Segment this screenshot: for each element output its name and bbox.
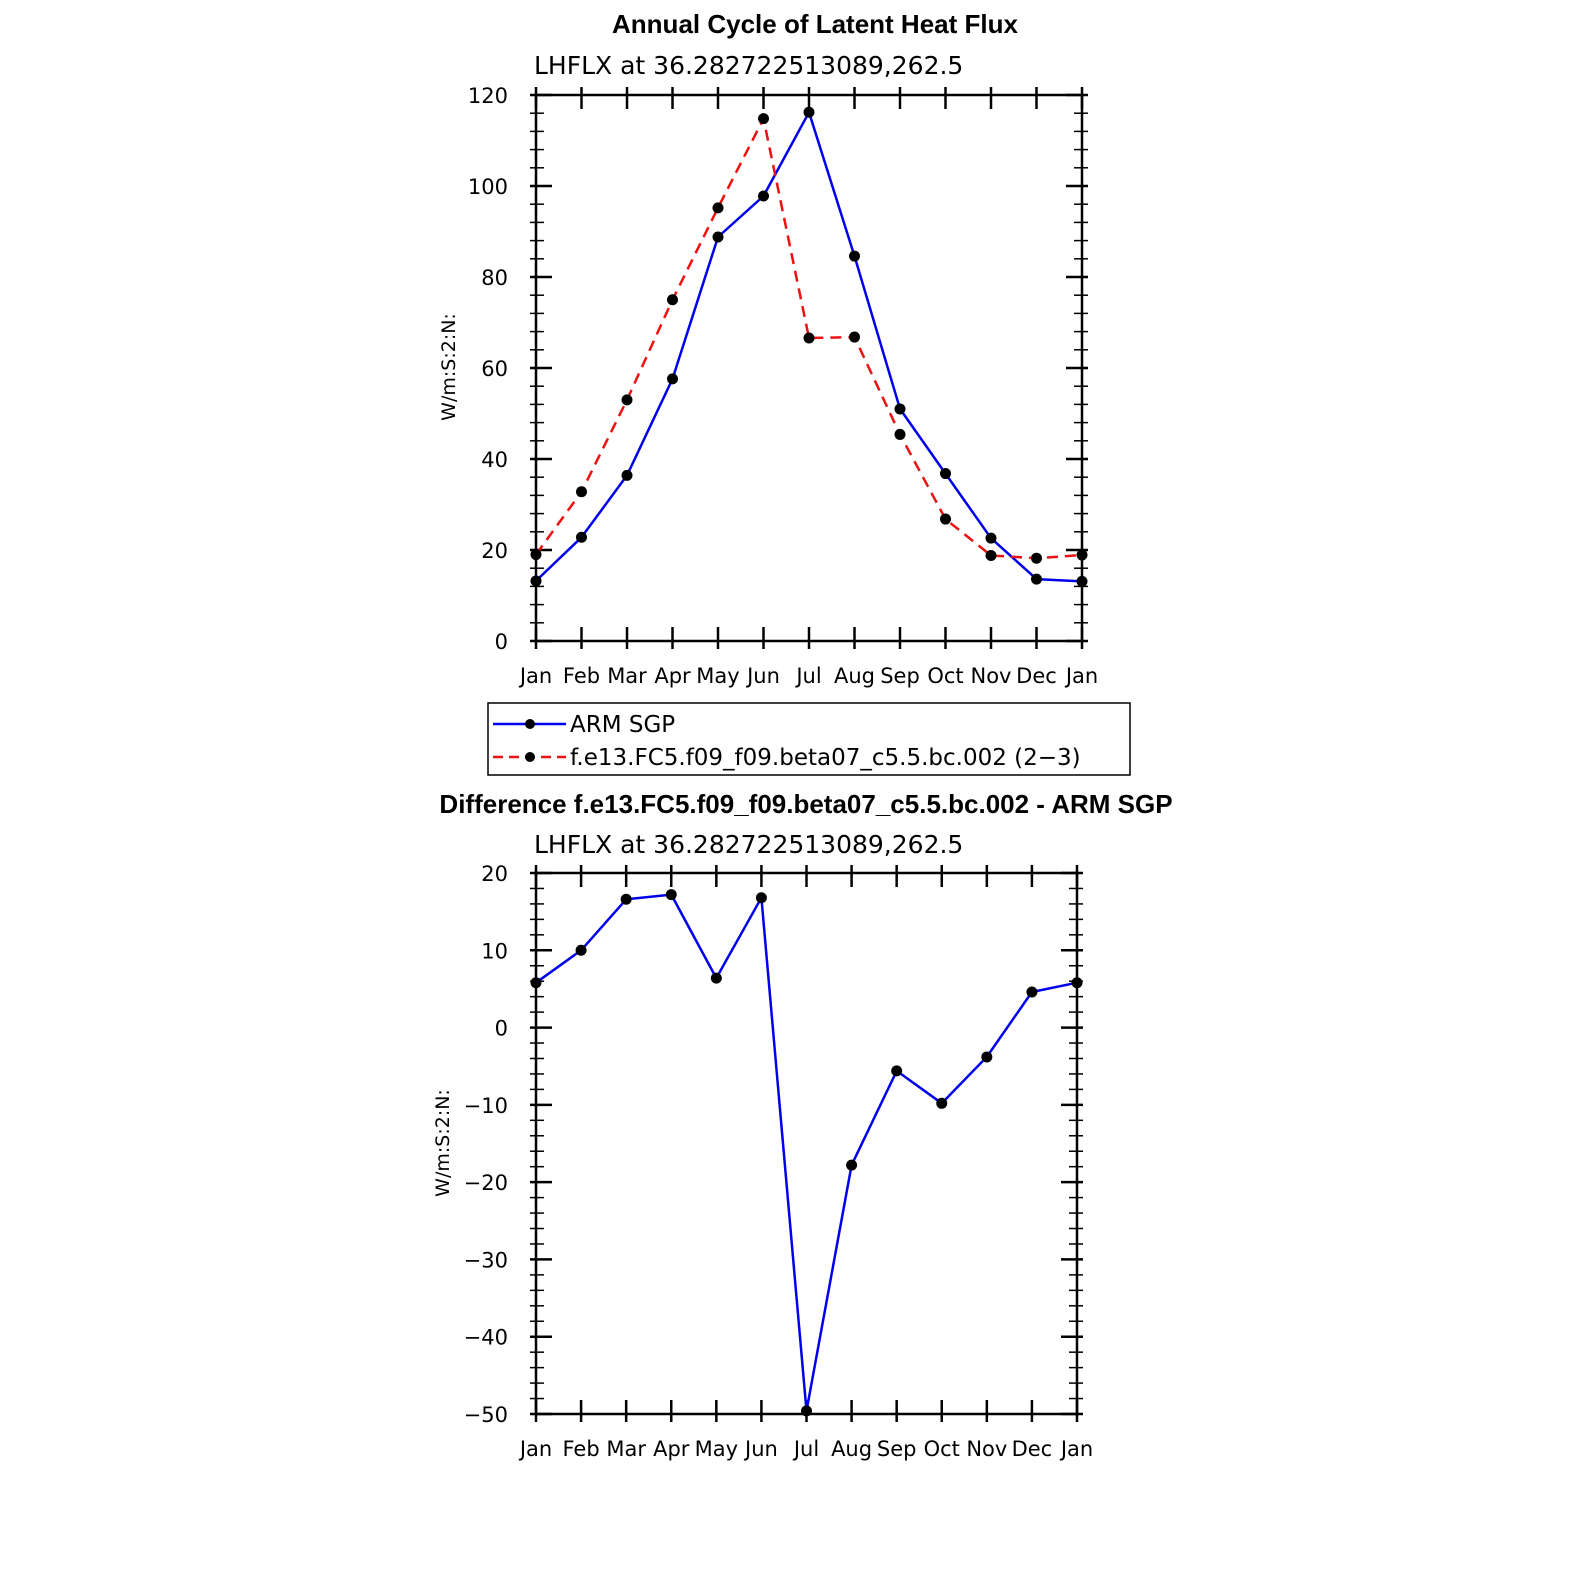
chart1-x-tick-label: Nov <box>971 664 1012 688</box>
chart1-x-tick-label: May <box>696 664 739 688</box>
legend-label-model: f.e13.FC5.f09_f09.beta07_c5.5.bc.002 (2−… <box>570 745 1081 771</box>
chart1-series-0-point <box>940 468 951 480</box>
chart2-x-tick-label: Nov <box>966 1437 1007 1461</box>
chart2-x-tick-label: Jun <box>743 1437 778 1461</box>
chart1-series-1-point <box>894 428 906 440</box>
chart1-series-1-point <box>1031 552 1042 564</box>
chart1-series-0-point <box>712 231 724 243</box>
chart1-y-tick-label: 120 <box>468 84 508 108</box>
chart1-plot: 0 20 40 60 80 100 120 Jan Feb Mar Apr May Jun Jul Aug S… <box>468 84 1098 688</box>
chart2-x-tick-label: Jul <box>792 1437 819 1461</box>
chart2-x-tick-label: Dec <box>1012 1437 1053 1461</box>
chart2-y-tick-label: −50 <box>464 1403 508 1427</box>
legend-marker-arm-sgp <box>525 719 535 729</box>
chart1-series-1-point <box>621 394 633 406</box>
legend-box <box>487 702 1131 776</box>
chart1-series-1-point <box>803 332 815 344</box>
chart1-y-tick-label: 60 <box>481 357 508 381</box>
chart1-title: Annual Cycle of Latent Heat Flux <box>612 9 1018 39</box>
chart1-series-0-point <box>894 403 906 415</box>
chart1-x-tick-label: Jan <box>518 664 552 688</box>
chart2-series-0-point <box>981 1051 993 1063</box>
chart1-series-0-point <box>667 373 678 385</box>
chart1-series-0-point <box>803 106 815 118</box>
chart2-x-tick-label: Apr <box>653 1437 690 1461</box>
chart2-series-0-point <box>530 977 542 989</box>
chart2-y-tick-label: 20 <box>481 862 508 886</box>
chart2-x-tick-label: Oct <box>924 1437 960 1461</box>
chart2-y-tick-label: 0 <box>495 1017 508 1041</box>
chart2-x-tick-label: May <box>695 1437 738 1461</box>
chart2-plot-frame <box>534 871 1079 1416</box>
chart1-series-0-point <box>985 532 997 544</box>
chart1-y-tick-label: 0 <box>495 630 508 654</box>
chart1-subtitle: LHFLX at 36.282722513089,262.5 <box>534 51 963 80</box>
chart1-y-tick-label: 100 <box>468 175 508 199</box>
chart1-series-0-point <box>1031 573 1042 585</box>
chart1-y-tick-label: 40 <box>481 448 508 472</box>
chart1-x-tick-label: Jan <box>1064 664 1098 688</box>
chart1-x-tick-label: Mar <box>607 664 647 688</box>
chart2-x-tick-label: Feb <box>562 1437 599 1461</box>
chart2-series-0-point <box>575 944 587 956</box>
chart1-x-tick-label: Jul <box>794 664 821 688</box>
chart2-series-0-point <box>936 1097 948 1109</box>
chart1-series-1-point <box>940 513 951 525</box>
chart2-series-0-point <box>620 893 632 905</box>
chart2-series-0-point <box>846 1159 858 1171</box>
chart1-x-tick-label: Dec <box>1016 664 1057 688</box>
chart1-series-1-point <box>576 486 587 498</box>
chart2-y-tick-label: −10 <box>464 1094 508 1118</box>
chart2-series-0-point <box>755 892 767 904</box>
legend-label-arm-sgp: ARM SGP <box>570 712 675 738</box>
chart1-series-1-point <box>667 294 678 306</box>
chart1-x-tick-label: Oct <box>927 664 963 688</box>
chart1-x-tick-label: Jun <box>745 664 780 688</box>
chart2-y-axis-label: W/m:S:2:N: <box>432 1089 454 1197</box>
chart1-x-tick-label: Feb <box>563 664 600 688</box>
chart2-series-0-point <box>891 1065 903 1077</box>
chart2-series-0-point <box>1026 986 1038 998</box>
chart1-series-0-point <box>849 250 860 262</box>
chart2-y-tick-label: −40 <box>464 1326 508 1350</box>
chart2-y-tick-label: −20 <box>464 1171 508 1195</box>
chart2-series-0-point <box>801 1405 812 1417</box>
chart1-series-0-point <box>758 190 769 202</box>
chart1-series-1-point <box>530 549 542 561</box>
chart2-series-0-point <box>1071 977 1083 989</box>
chart1-series-0-point <box>576 531 587 543</box>
chart2-y-tick-label: −30 <box>464 1248 508 1272</box>
chart1-y-axis-label: W/m:S:2:N: <box>438 313 460 421</box>
chart1-x-tick-label: Apr <box>654 664 691 688</box>
chart1-series-line-0 <box>535 111 1083 583</box>
chart1-plot-frame <box>534 93 1084 643</box>
chart1-series-1-point <box>712 202 724 214</box>
chart2-x-tick-label: Jan <box>518 1437 552 1461</box>
chart2-series-0-point <box>665 889 677 901</box>
chart2-title: Difference f.e13.FC5.f09_f09.beta07_c5.5… <box>439 789 1172 819</box>
chart2-plot: −50 −40 −30 −20 −10 0 10 20 Jan Feb Mar Apr May Jun Ju… <box>464 862 1094 1461</box>
chart1-x-tick-label: Sep <box>880 664 920 688</box>
chart2-subtitle: LHFLX at 36.282722513089,262.5 <box>534 830 963 859</box>
chart1-y-tick-label: 20 <box>481 539 508 563</box>
chart2-x-tick-label: Sep <box>877 1437 917 1461</box>
chart2-series-0-point <box>710 972 722 984</box>
legend: ARM SGP f.e13.FC5.f09_f09.beta07_c5.5.bc… <box>487 702 1131 776</box>
chart2-x-tick-label: Jan <box>1059 1437 1093 1461</box>
chart1-y-tick-label: 80 <box>481 266 508 290</box>
chart2-series-line-0 <box>535 893 1078 1413</box>
chart1-series-0-point <box>621 469 633 481</box>
chart1-series-0-point <box>530 575 542 587</box>
chart2-x-tick-label: Aug <box>831 1437 872 1461</box>
chart1-x-tick-label: Aug <box>834 664 875 688</box>
chart1-series-1-point <box>985 549 997 561</box>
legend-marker-model <box>525 752 535 762</box>
chart1-series-1-point <box>758 113 769 125</box>
chart1-series-1-point <box>849 331 860 343</box>
chart2-y-tick-label: 10 <box>481 939 508 963</box>
chart2-x-tick-label: Mar <box>606 1437 646 1461</box>
chart1-series-0-point <box>1076 575 1088 587</box>
chart1-series-1-point <box>1076 549 1088 561</box>
